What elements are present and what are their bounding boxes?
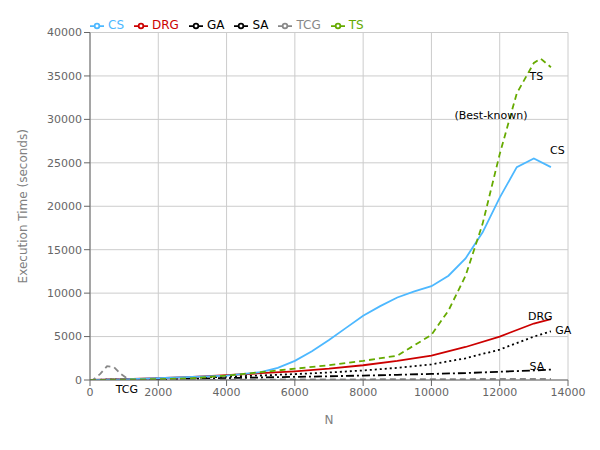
svg-text:35000: 35000: [47, 70, 82, 83]
svg-text:0: 0: [75, 374, 82, 387]
svg-text:SA: SA: [530, 360, 545, 373]
svg-text:(Best-known): (Best-known): [455, 109, 528, 122]
svg-text:TCG: TCG: [115, 383, 138, 396]
svg-text:40000: 40000: [47, 26, 82, 39]
svg-text:GA: GA: [555, 324, 572, 337]
svg-text:5000: 5000: [54, 330, 82, 343]
svg-text:12000: 12000: [482, 386, 517, 399]
svg-text:4000: 4000: [213, 386, 241, 399]
svg-text:30000: 30000: [47, 113, 82, 126]
svg-text:TS: TS: [529, 70, 544, 83]
svg-text:DRG: DRG: [528, 310, 553, 323]
svg-text:20000: 20000: [47, 200, 82, 213]
svg-text:14000: 14000: [551, 386, 586, 399]
html-text:SA: SA: [252, 18, 269, 32]
svg-text:N: N: [325, 413, 334, 427]
svg-text:Execution Time (seconds): Execution Time (seconds): [16, 129, 30, 283]
svg-text:15000: 15000: [47, 244, 82, 257]
svg-text:CS: CS: [550, 144, 565, 157]
svg-text:0: 0: [87, 386, 94, 399]
svg-text:10000: 10000: [47, 287, 82, 300]
svg-text:2000: 2000: [144, 386, 172, 399]
svg-text:25000: 25000: [47, 157, 82, 170]
svg-text:8000: 8000: [349, 386, 377, 399]
svg-text:6000: 6000: [281, 386, 309, 399]
svg-text:10000: 10000: [414, 386, 449, 399]
html-text:TS: TS: [348, 18, 364, 32]
html-text:CS: CS: [108, 18, 124, 32]
html-text:GA: GA: [206, 18, 225, 32]
html-text:TCG: TCG: [296, 18, 321, 32]
html-text:DRG: DRG: [152, 18, 179, 32]
